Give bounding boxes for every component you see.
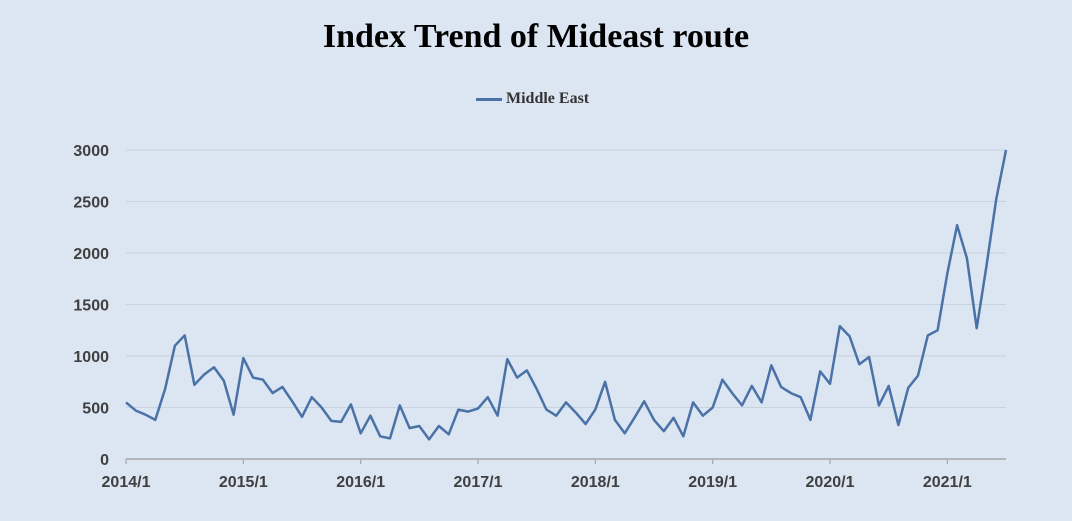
x-tick-label: 2018/1 xyxy=(571,474,620,491)
legend-label: Middle East xyxy=(506,90,590,107)
x-axis: 2014/1 2015/1 2016/1 2017/1 2018/1 2019/1 2020… xyxy=(102,458,1006,491)
y-tick-label: 1000 xyxy=(73,349,109,366)
x-tick-label: 2015/1 xyxy=(219,474,268,491)
series-layer xyxy=(125,149,1008,441)
series-line xyxy=(125,149,1008,441)
y-axis: 0 500 1000 1500 2000 2500 3000 xyxy=(73,143,109,469)
y-tick-label: 3000 xyxy=(73,143,109,160)
x-tick-label: 2016/1 xyxy=(336,474,385,491)
x-tick-label: 2014/1 xyxy=(102,474,151,491)
x-tick-label: 2021/1 xyxy=(923,474,972,491)
y-tick-label: 2000 xyxy=(73,246,109,263)
y-tick-label: 1500 xyxy=(73,298,109,315)
x-tick-label: 2017/1 xyxy=(454,474,503,491)
gridlines xyxy=(126,149,1006,408)
y-tick-label: 0 xyxy=(100,452,109,469)
x-tick-label: 2019/1 xyxy=(688,474,737,491)
legend-swatch xyxy=(476,97,502,101)
legend: Middle East xyxy=(476,90,589,108)
y-tick-label: 2500 xyxy=(73,195,109,212)
y-tick-label: 500 xyxy=(82,401,109,418)
x-tick-label: 2020/1 xyxy=(806,474,855,491)
chart-title: Index Trend of Mideast route xyxy=(322,18,750,55)
